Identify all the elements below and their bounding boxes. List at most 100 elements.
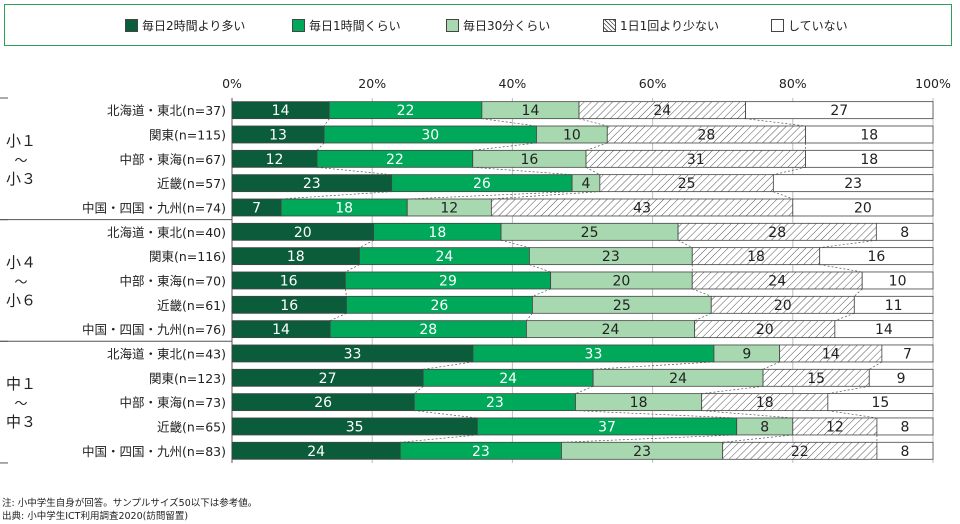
data-label: 16 xyxy=(867,249,885,265)
connector-line xyxy=(819,264,863,273)
group-label: 〜 xyxy=(14,154,27,169)
legend: 毎日2時間より多い 毎日1時間くらい 毎日30分くらい 1日1回より少ない して… xyxy=(4,4,952,46)
note-text: 注: 小中学生自身が回答。サンプルサイズ50以下は参考値。 xyxy=(2,498,258,509)
data-label: 22 xyxy=(397,103,415,119)
connector-line xyxy=(491,191,600,200)
connector-line xyxy=(500,239,530,248)
data-label: 23 xyxy=(303,176,321,192)
x-tick-label: 100% xyxy=(915,76,951,91)
legend-swatch xyxy=(603,18,616,32)
connector-line xyxy=(701,385,764,394)
data-label: 24 xyxy=(768,273,786,289)
data-label: 18 xyxy=(287,249,305,265)
data-label: 24 xyxy=(653,103,671,119)
group-label: 〜 xyxy=(14,275,27,290)
data-label: 20 xyxy=(294,225,312,241)
connector-line xyxy=(585,167,601,175)
connector-line xyxy=(585,142,608,151)
data-label: 28 xyxy=(768,225,786,241)
connector-line xyxy=(578,118,608,127)
data-label: 11 xyxy=(885,298,903,314)
legend-label: 毎日30分くらい xyxy=(463,18,551,33)
data-label: 18 xyxy=(756,395,774,411)
connector-line xyxy=(526,313,533,321)
category-label: 関東(n=115) xyxy=(149,127,226,142)
connector-line xyxy=(529,264,551,273)
group-label: 中３ xyxy=(6,413,36,431)
connector-line xyxy=(407,191,573,200)
data-label: 23 xyxy=(633,444,651,460)
data-label: 23 xyxy=(844,176,862,192)
connector-line xyxy=(773,191,793,200)
data-label: 20 xyxy=(756,322,774,338)
data-label: 27 xyxy=(830,103,848,119)
x-tick-label: 60% xyxy=(639,76,667,91)
category-label: 中国・四国・九州(n=74) xyxy=(82,200,226,215)
category-label: 中国・四国・九州(n=76) xyxy=(82,322,226,337)
data-label: 18 xyxy=(335,200,353,216)
bar-segment xyxy=(875,222,934,241)
bar-segment xyxy=(876,417,934,436)
connector-line xyxy=(414,386,424,394)
source-text: 出典: 小中学生ICT利用調査2020(訪問留置) xyxy=(2,511,189,522)
connector-line xyxy=(869,361,883,370)
bar-segment xyxy=(772,174,934,193)
legend-item: 毎日30分くらい xyxy=(446,17,550,33)
data-label: 29 xyxy=(439,273,457,289)
category-label: 中国・四国・九州(n=83) xyxy=(82,444,226,459)
data-label: 23 xyxy=(602,249,620,265)
data-label: 12 xyxy=(440,200,458,216)
connector-line xyxy=(344,288,347,297)
bar-segment xyxy=(868,368,934,387)
data-label: 33 xyxy=(344,346,362,362)
group-label: 中１ xyxy=(6,375,36,393)
connector-line xyxy=(316,142,325,151)
group-label: 〜 xyxy=(14,397,27,412)
connector-line xyxy=(323,118,330,127)
data-label: 24 xyxy=(307,444,325,460)
bar-segment xyxy=(834,320,934,339)
legend-label: 毎日2時間より多い xyxy=(142,18,246,33)
category-label: 北海道・東北(n=40) xyxy=(107,225,226,240)
data-label: 14 xyxy=(272,103,290,119)
x-tick-label: 20% xyxy=(358,76,386,91)
data-label: 15 xyxy=(872,395,890,411)
connector-line xyxy=(575,410,737,419)
data-label: 9 xyxy=(897,371,906,387)
data-label: 14 xyxy=(522,103,540,119)
data-label: 23 xyxy=(472,444,490,460)
bar-segment xyxy=(745,101,934,120)
legend-label: していない xyxy=(788,18,848,33)
data-label: 31 xyxy=(687,152,705,168)
connector-line xyxy=(532,288,551,297)
connector-line xyxy=(561,434,737,443)
connector-line xyxy=(414,410,478,419)
connector-line xyxy=(472,166,573,176)
data-label: 12 xyxy=(826,419,844,435)
category-label: 中部・東海(n=73) xyxy=(119,395,226,410)
data-label: 27 xyxy=(319,371,337,387)
data-label: 26 xyxy=(431,298,449,314)
data-label: 22 xyxy=(386,152,404,168)
data-label: 25 xyxy=(581,225,599,241)
x-tick-label: 80% xyxy=(779,76,807,91)
connector-line xyxy=(281,191,392,200)
data-label: 37 xyxy=(598,419,616,435)
legend-item: 1日1回より少ない xyxy=(603,17,719,33)
bar-segment xyxy=(827,393,934,412)
connector-line xyxy=(762,361,780,370)
data-label: 26 xyxy=(314,395,332,411)
bar-segment xyxy=(805,149,934,168)
data-label: 25 xyxy=(678,176,696,192)
connector-line xyxy=(575,385,594,394)
x-tick-label: 0% xyxy=(222,76,242,91)
category-label: 近畿(n=65) xyxy=(157,419,226,434)
category-label: 関東(n=123) xyxy=(149,371,226,386)
data-label: 7 xyxy=(903,346,912,362)
category-label: 中部・東海(n=67) xyxy=(119,152,226,167)
data-label: 10 xyxy=(563,127,581,143)
legend-swatch xyxy=(446,18,459,32)
legend-item: 毎日2時間より多い xyxy=(125,17,245,33)
category-label: 北海道・東北(n=37) xyxy=(107,103,226,118)
connector-line xyxy=(827,410,877,419)
